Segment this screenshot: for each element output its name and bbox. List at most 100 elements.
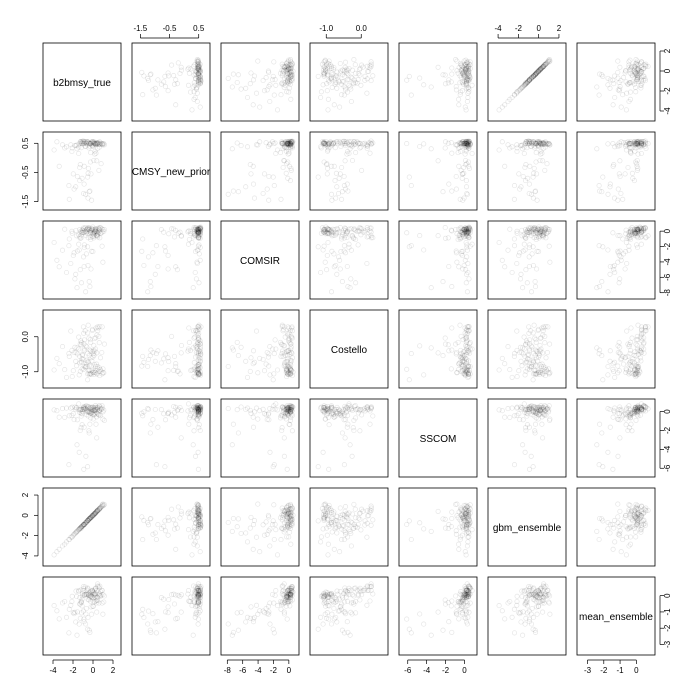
- data-point: [435, 158, 441, 164]
- data-point: [83, 140, 89, 146]
- data-point: [522, 81, 528, 87]
- data-point: [467, 363, 473, 370]
- data-point: [368, 78, 374, 84]
- data-point: [285, 66, 291, 72]
- data-point: [528, 343, 534, 349]
- data-point: [464, 289, 470, 295]
- data-point: [279, 140, 285, 146]
- data-point: [622, 355, 628, 361]
- data-point: [353, 515, 359, 521]
- data-point: [599, 279, 605, 285]
- data-point: [51, 603, 57, 609]
- data-point: [288, 349, 294, 356]
- data-point: [284, 363, 290, 370]
- data-point: [95, 508, 101, 514]
- data-point: [542, 340, 548, 346]
- data-point: [635, 506, 641, 512]
- data-point: [187, 598, 194, 605]
- data-point: [87, 595, 93, 601]
- data-point: [195, 581, 201, 587]
- data-point: [288, 335, 294, 341]
- data-point: [525, 138, 531, 144]
- data-point: [641, 407, 647, 413]
- data-point: [635, 365, 641, 371]
- data-point: [83, 140, 89, 146]
- data-point: [284, 141, 291, 147]
- data-point: [620, 140, 627, 146]
- data-point: [193, 69, 199, 75]
- data-point: [463, 339, 469, 345]
- data-point: [196, 234, 202, 241]
- data-point: [91, 407, 97, 414]
- data-point: [86, 410, 93, 416]
- data-point: [283, 594, 290, 600]
- data-point: [270, 377, 276, 383]
- data-point: [605, 75, 611, 81]
- data-point: [85, 359, 91, 365]
- data-point: [196, 517, 202, 523]
- data-point: [196, 79, 202, 85]
- data-point: [282, 524, 288, 530]
- data-point: [287, 417, 294, 423]
- data-point: [195, 349, 201, 356]
- data-point: [466, 324, 472, 330]
- data-point: [535, 231, 541, 237]
- data-point: [325, 517, 331, 523]
- data-point: [634, 407, 640, 413]
- data-point: [85, 586, 91, 592]
- data-point: [465, 529, 471, 535]
- data-point: [77, 526, 83, 532]
- data-point: [192, 589, 198, 595]
- data-point: [367, 225, 373, 231]
- data-point: [285, 332, 291, 338]
- data-point: [263, 140, 269, 146]
- data-point: [517, 404, 524, 410]
- data-point: [546, 403, 552, 409]
- data-point: [195, 594, 201, 600]
- data-point: [639, 406, 645, 412]
- data-point: [517, 250, 523, 256]
- data-point: [94, 233, 100, 239]
- panel-frame: [398, 220, 478, 300]
- data-point: [287, 357, 294, 363]
- data-point: [463, 141, 469, 147]
- data-point: [519, 143, 525, 149]
- data-point: [285, 591, 291, 597]
- data-point: [96, 365, 102, 371]
- data-point: [344, 404, 350, 410]
- data-point: [253, 142, 260, 148]
- data-point: [532, 71, 538, 77]
- data-point: [408, 92, 414, 98]
- data-point: [634, 60, 640, 66]
- data-point: [81, 521, 87, 527]
- data-point: [321, 243, 327, 249]
- data-point: [161, 596, 167, 602]
- points: [496, 322, 553, 383]
- data-point: [546, 141, 552, 147]
- data-point: [463, 267, 469, 273]
- data-point: [195, 362, 201, 368]
- data-point: [463, 69, 469, 75]
- data-point: [350, 80, 356, 86]
- data-point: [161, 229, 167, 235]
- data-point: [285, 405, 291, 411]
- data-point: [533, 70, 539, 76]
- data-point: [464, 543, 470, 549]
- data-point: [632, 406, 638, 412]
- data-point: [631, 81, 637, 87]
- data-point: [445, 342, 451, 348]
- data-point: [629, 507, 635, 513]
- data-point: [79, 366, 85, 372]
- data-point: [519, 405, 525, 411]
- data-point: [359, 412, 365, 418]
- data-point: [464, 510, 470, 516]
- data-point: [285, 407, 292, 413]
- data-point: [287, 141, 294, 147]
- data-point: [428, 84, 434, 90]
- data-point: [73, 349, 79, 356]
- data-point: [464, 59, 470, 65]
- data-point: [461, 73, 467, 79]
- data-point: [461, 195, 467, 201]
- data-point: [77, 407, 83, 413]
- data-point: [97, 412, 104, 418]
